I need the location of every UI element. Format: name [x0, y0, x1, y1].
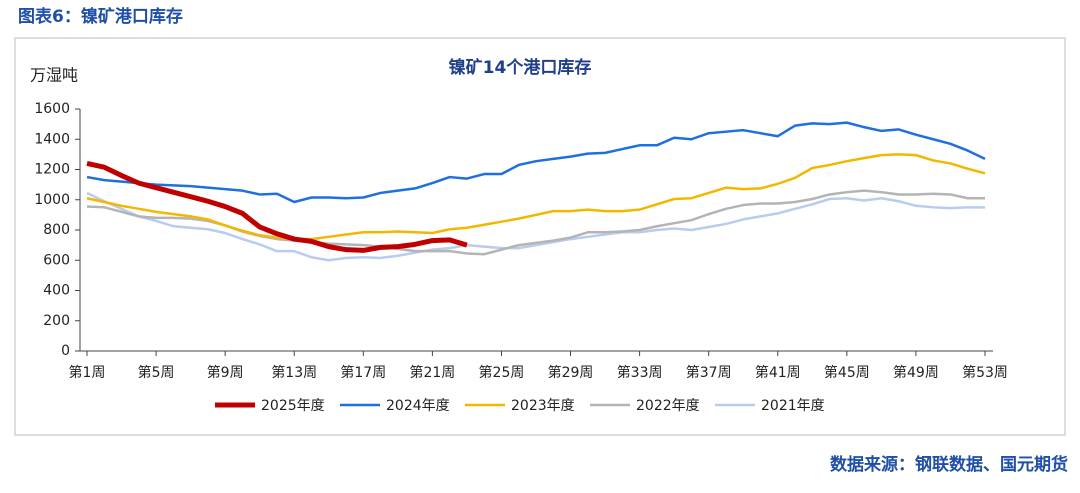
x-tick-label: 第53周 — [962, 364, 1008, 381]
y-tick-label: 1200 — [34, 162, 70, 178]
x-tick-label: 第41周 — [755, 364, 801, 381]
x-tick-label: 第1周 — [69, 364, 106, 381]
legend-label: 2025年度 — [261, 398, 325, 414]
source: 数据来源：钢联数据、国元期货 — [830, 454, 1068, 475]
chart-frame — [14, 37, 1066, 436]
series-line — [86, 191, 985, 262]
series-line — [86, 161, 468, 253]
x-tick-label: 第37周 — [686, 364, 732, 381]
x-tick-label: 第45周 — [824, 364, 870, 381]
y-axis-label: 万湿吨 — [30, 66, 78, 85]
y-tick-label: 800 — [43, 222, 70, 238]
x-tick-label: 第49周 — [893, 364, 939, 381]
legend-label: 2023年度 — [511, 398, 575, 414]
x-tick-label: 第13周 — [271, 364, 317, 381]
chart-title: 镍矿14个港口库存 — [449, 57, 592, 78]
legend-label: 2022年度 — [636, 398, 700, 414]
series-line — [86, 121, 986, 204]
y-tick-label: 1000 — [34, 192, 70, 208]
x-tick-label: 第33周 — [617, 364, 663, 381]
y-tick-label: 0 — [61, 343, 70, 359]
x-tick-label: 第5周 — [138, 364, 175, 381]
x-tick-label: 第17周 — [340, 364, 386, 381]
legend-label: 2024年度 — [386, 398, 450, 414]
legend-label: 2021年度 — [761, 398, 825, 414]
x-tick-label: 第9周 — [207, 364, 244, 381]
x-tick-label: 第29周 — [548, 364, 594, 381]
x-tick-label: 第21周 — [409, 364, 455, 381]
x-tick-label: 第25周 — [479, 364, 525, 381]
header: 图表6：镍矿港口库存 — [18, 6, 183, 27]
y-tick-label: 1400 — [34, 131, 70, 147]
y-tick-label: 400 — [43, 283, 70, 299]
y-tick-label: 600 — [43, 252, 70, 268]
y-tick-label: 1600 — [34, 101, 70, 117]
series-line — [86, 153, 986, 241]
y-tick-label: 200 — [43, 313, 70, 329]
